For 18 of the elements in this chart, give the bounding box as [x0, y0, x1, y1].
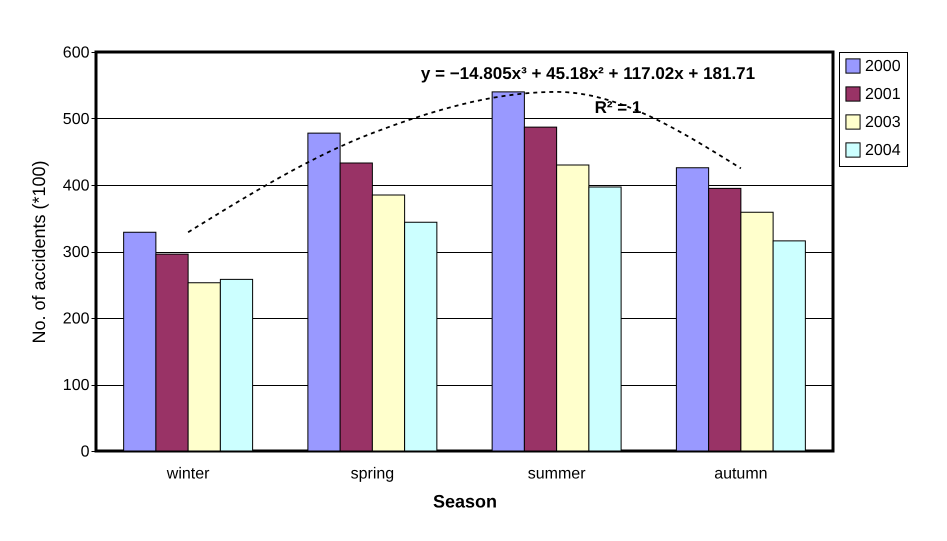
x-tick-label: spring: [350, 466, 394, 482]
y-tick-label: 300: [62, 244, 90, 261]
y-tick-label: 500: [62, 111, 90, 128]
legend-label: 2001: [865, 86, 901, 103]
y-tick-label: 0: [80, 444, 90, 460]
x-tick-label: summer: [528, 466, 586, 482]
y-tick-label: 600: [62, 44, 90, 62]
legend-label: 2000: [865, 58, 901, 75]
y-tick-label: 100: [62, 377, 90, 394]
y-axis-title: No. of accidents (*100): [28, 160, 49, 344]
x-tick-label: autumn: [714, 466, 768, 482]
legend-label: 2004: [865, 142, 901, 159]
x-tick-label: winter: [166, 466, 210, 482]
annotation: y = −14.805x³ + 45.18x² + 117.02x + 181.71: [420, 64, 756, 83]
y-tick-label: 200: [62, 310, 90, 328]
legend-label: 2003: [865, 114, 901, 131]
y-tick-label: 400: [62, 178, 90, 194]
x-axis-title: Season: [432, 492, 498, 512]
